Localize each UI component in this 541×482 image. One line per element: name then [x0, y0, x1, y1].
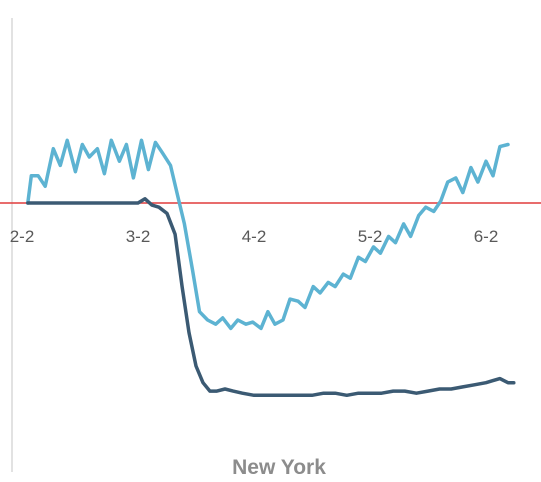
series-line-2 [26, 197, 516, 398]
x-tick-label: 4-2 [242, 227, 267, 246]
x-tick-label: 5-2 [358, 227, 383, 246]
x-tick-labels: 2-2 3-2 4-2 5-2 6-2 [10, 227, 499, 246]
x-tick-label: 6-2 [474, 227, 499, 246]
x-tick-label: 3-2 [126, 227, 151, 246]
series-lines [26, 138, 516, 398]
chart-title: New York [232, 456, 326, 479]
x-tick-label: 2-2 [10, 227, 35, 246]
series-line-1 [26, 138, 510, 331]
